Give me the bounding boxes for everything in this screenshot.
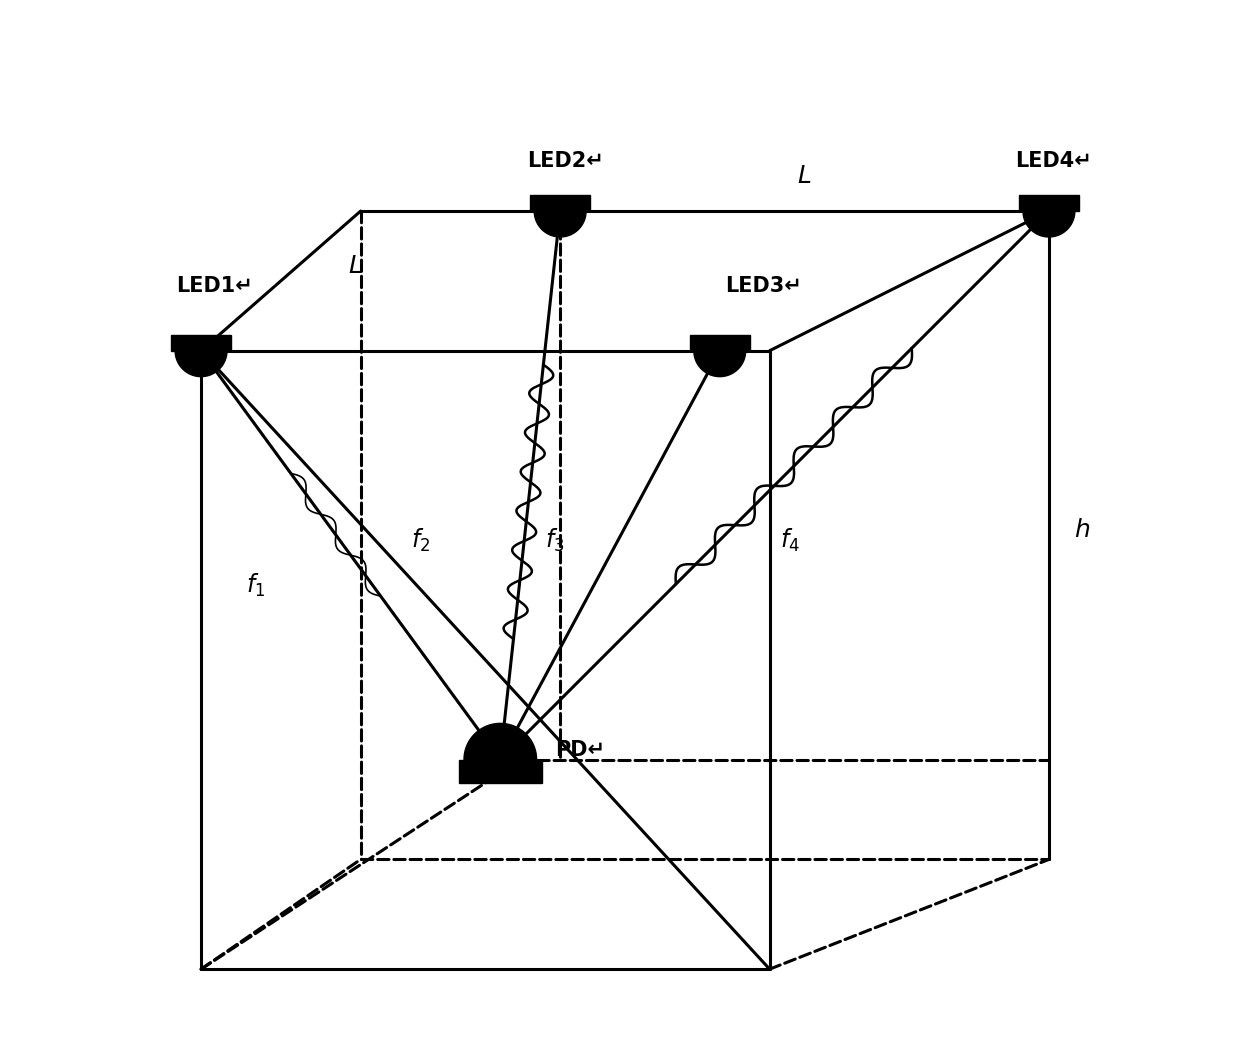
Text: $L$: $L$ (348, 254, 363, 278)
Polygon shape (534, 211, 587, 237)
Text: $f_4$: $f_4$ (780, 527, 800, 553)
Polygon shape (459, 760, 542, 783)
Text: $f_3$: $f_3$ (546, 527, 565, 553)
Text: LED3↵: LED3↵ (724, 276, 801, 296)
Polygon shape (171, 335, 231, 351)
Text: $f_1$: $f_1$ (247, 571, 265, 598)
Polygon shape (531, 195, 590, 211)
Text: LED1↵: LED1↵ (176, 276, 253, 296)
Text: LED4↵: LED4↵ (1016, 151, 1092, 171)
Polygon shape (1023, 211, 1075, 237)
Polygon shape (689, 335, 750, 351)
Text: $f_2$: $f_2$ (410, 527, 430, 553)
Text: $h$: $h$ (1074, 519, 1090, 542)
Polygon shape (1019, 195, 1079, 211)
Polygon shape (175, 351, 227, 377)
Text: LED2↵: LED2↵ (527, 151, 604, 171)
Polygon shape (464, 723, 537, 760)
Text: PD↵: PD↵ (556, 739, 605, 760)
Text: $L$: $L$ (797, 164, 812, 188)
Polygon shape (694, 351, 745, 377)
